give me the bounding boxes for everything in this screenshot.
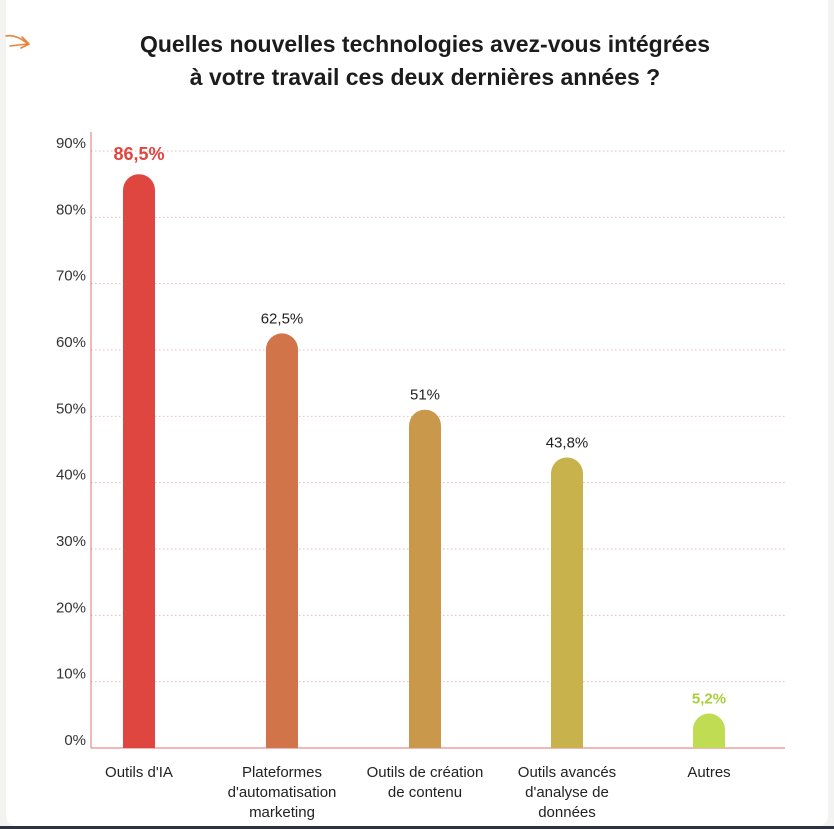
y-tick-label: 40% (56, 467, 86, 484)
y-tick-label: 70% (56, 268, 86, 285)
bar (266, 333, 298, 748)
bottom-border (0, 826, 834, 829)
x-tick-label: de contenu (388, 784, 462, 801)
data-label: 62,5% (261, 310, 304, 327)
decorative-arrow-icon (5, 34, 30, 49)
x-tick-label: Outils avancés (518, 764, 616, 781)
data-label: 43,8% (546, 434, 589, 451)
chart-title-line-2: à votre travail ces deux dernières année… (189, 64, 661, 90)
bar (409, 409, 441, 748)
data-label: 51% (410, 387, 440, 404)
x-tick-label: d'automatisation (228, 784, 337, 801)
y-tick-label: 50% (56, 400, 86, 417)
y-tick-label: 80% (56, 201, 86, 218)
x-tick-label: Outils d'IA (105, 764, 173, 781)
x-tick-label: d'analyse de (525, 784, 609, 801)
chart-title-line-1: Quelles nouvelles technologies avez-vous… (139, 31, 711, 57)
y-tick-label: 20% (56, 599, 86, 616)
y-tick-label: 0% (64, 732, 86, 749)
x-tick-label: Plateformes (242, 764, 322, 781)
x-tick-label: Autres (687, 764, 730, 781)
y-tick-label: 10% (56, 666, 86, 683)
y-tick-label: 30% (56, 533, 86, 550)
data-label: 5,2% (692, 691, 726, 708)
x-tick-label: Outils de création (367, 764, 484, 781)
bar (551, 457, 583, 748)
chart-title: Quelles nouvelles technologies avez-vous… (90, 28, 760, 94)
y-tick-label: 60% (56, 334, 86, 351)
bar (693, 713, 725, 748)
data-label: 86,5% (113, 144, 164, 164)
x-tick-label: marketing (249, 804, 315, 821)
x-tick-label: données (538, 804, 596, 821)
bar (123, 174, 155, 748)
y-tick-label: 90% (56, 135, 86, 152)
